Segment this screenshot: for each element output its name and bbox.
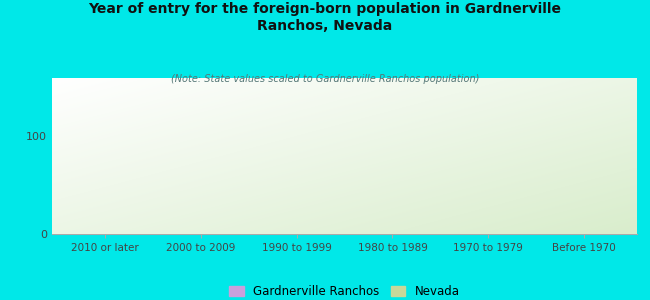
Bar — [364, 136, 393, 234]
Bar — [556, 107, 584, 234]
Bar — [393, 164, 421, 234]
Bar — [201, 105, 229, 234]
Bar — [268, 119, 296, 234]
Bar — [76, 219, 105, 234]
Bar — [296, 125, 325, 234]
Text: City-Data.com: City-Data.com — [556, 83, 625, 93]
Bar — [488, 202, 517, 234]
Bar — [172, 136, 201, 234]
Bar — [105, 109, 133, 234]
Bar — [584, 202, 613, 234]
Legend: Gardnerville Ranchos, Nevada: Gardnerville Ranchos, Nevada — [225, 280, 464, 300]
Text: Year of entry for the foreign-born population in Gardnerville
Ranchos, Nevada: Year of entry for the foreign-born popul… — [88, 2, 562, 33]
Text: (Note: State values scaled to Gardnerville Ranchos population): (Note: State values scaled to Gardnervil… — [171, 74, 479, 83]
Bar — [460, 187, 488, 234]
